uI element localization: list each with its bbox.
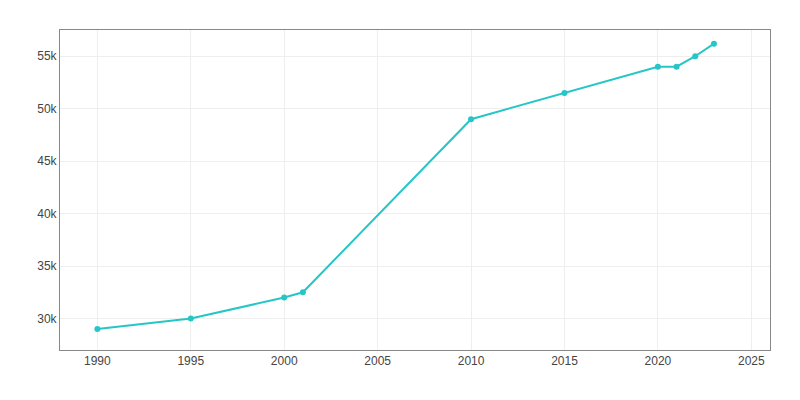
svg-text:2000: 2000 — [271, 354, 298, 368]
svg-text:55k: 55k — [37, 49, 57, 63]
svg-text:30k: 30k — [37, 312, 57, 326]
svg-text:2010: 2010 — [458, 354, 485, 368]
svg-text:45k: 45k — [37, 154, 57, 168]
svg-text:1990: 1990 — [84, 354, 111, 368]
svg-text:35k: 35k — [37, 259, 57, 273]
svg-text:40k: 40k — [37, 207, 57, 221]
svg-text:1995: 1995 — [177, 354, 204, 368]
svg-text:2025: 2025 — [738, 354, 765, 368]
svg-text:2005: 2005 — [364, 354, 391, 368]
svg-text:2015: 2015 — [551, 354, 578, 368]
svg-text:2020: 2020 — [645, 354, 672, 368]
svg-text:50k: 50k — [37, 102, 57, 116]
